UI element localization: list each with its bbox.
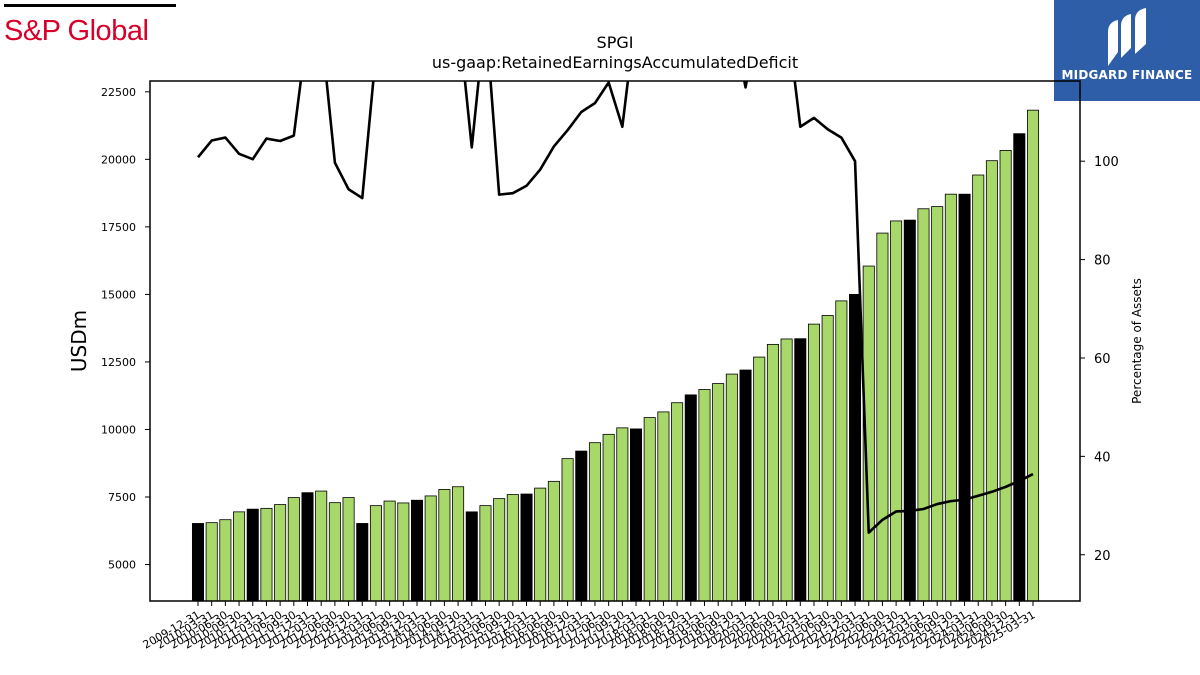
bar-2009-12-31 — [191, 523, 205, 602]
logo-rule — [4, 4, 176, 7]
bar-2013-09-30 — [397, 502, 410, 602]
bar-2023-09-30 — [944, 193, 957, 602]
y-tick-label: 5000 — [108, 559, 136, 572]
bar-2021-03-31 — [807, 323, 820, 602]
bar-2019-06-30 — [712, 383, 725, 602]
bar-2013-12-31 — [410, 499, 424, 602]
bar-2021-12-31 — [849, 293, 862, 602]
bar-2015-09-30 — [506, 494, 519, 602]
axes: 5000 7500 10000 12500 15000 17500 20000 22500 20… — [101, 80, 1119, 652]
y-tick-label: 17500 — [101, 221, 136, 234]
bar-2010-06-30 — [219, 519, 232, 602]
bar-2018-09-30 — [671, 402, 684, 602]
bar-2018-12-31 — [684, 394, 697, 602]
bar-2022-06-30 — [876, 232, 889, 602]
bar-2016-03-31 — [534, 487, 547, 602]
bar-2024-09-30 — [999, 150, 1012, 602]
bar-2019-12-31 — [739, 369, 752, 602]
bar-2024-12-31 — [1013, 133, 1026, 602]
bar-2016-09-30 — [561, 458, 574, 602]
bar-2018-03-31 — [643, 417, 656, 602]
bar-2012-03-31 — [315, 490, 328, 602]
y-tick-label: 12500 — [101, 356, 136, 369]
midgard-finance-name: MIDGARD FINANCE — [1061, 68, 1193, 82]
bar-2018-06-30 — [657, 411, 670, 602]
bar-2015-06-30 — [493, 498, 506, 602]
bar-2010-12-31 — [246, 508, 259, 602]
bar-2014-12-31 — [465, 511, 478, 602]
bar-2024-06-30 — [985, 160, 998, 602]
bar-2012-06-30 — [328, 502, 341, 602]
y-tick-label: 22500 — [101, 86, 136, 99]
bar-2022-09-30 — [890, 220, 903, 602]
chart-subtitle: us-gaap:RetainedEarningsAccumulatedDefic… — [432, 53, 798, 72]
bar-2020-03-31 — [753, 356, 766, 602]
y-axis-label: USDm — [67, 310, 91, 372]
y-tick-label: 15000 — [101, 288, 136, 301]
bar-2014-09-30 — [452, 486, 465, 602]
y2-tick-label: 100 — [1094, 155, 1119, 170]
y2-tick-label: 60 — [1094, 352, 1111, 367]
pct-assets-line — [196, 81, 1034, 534]
bar-2017-03-31 — [588, 442, 601, 602]
y2-tick-label: 20 — [1094, 549, 1111, 564]
bar-2023-06-30 — [931, 206, 944, 602]
bar-2017-09-30 — [616, 427, 629, 602]
plot-frame — [149, 80, 1081, 602]
bar-2021-06-30 — [821, 315, 834, 602]
bar-2015-12-31 — [520, 493, 533, 602]
line-series — [196, 81, 1034, 534]
bar-2011-09-30 — [287, 497, 300, 602]
y-tick-label: 10000 — [101, 423, 136, 436]
midgard-finance-logo: MIDGARD FINANCE — [1054, 0, 1200, 101]
bar-2022-12-31 — [903, 219, 916, 602]
bar-2020-12-31 — [794, 338, 807, 602]
bar-2011-06-30 — [274, 504, 287, 602]
bar-2019-09-30 — [725, 373, 738, 602]
bar-2019-03-31 — [698, 389, 711, 602]
bar-2023-12-31 — [958, 193, 971, 602]
bar-2010-09-30 — [233, 511, 246, 602]
y2-axis-label: Percentage of Assets — [1130, 278, 1144, 404]
bar-2011-03-31 — [260, 507, 273, 602]
bar-2013-06-30 — [383, 500, 396, 602]
y2-tick-label: 80 — [1094, 254, 1111, 269]
bar-2011-12-31 — [301, 492, 314, 602]
bar-2016-12-31 — [575, 450, 588, 602]
bar-2012-09-30 — [342, 497, 355, 602]
bar-2013-03-31 — [369, 505, 382, 602]
sp-global-logo: S&P Global — [4, 4, 178, 48]
midgard-emblem-icon — [1108, 8, 1146, 66]
bar-2014-03-31 — [424, 495, 437, 602]
bar-2017-06-30 — [602, 433, 615, 602]
bar-2021-09-30 — [835, 300, 848, 602]
bar-2017-12-31 — [630, 428, 643, 602]
bar-2020-06-30 — [766, 343, 779, 602]
bar-2023-03-31 — [917, 208, 930, 602]
bar-2010-03-31 — [205, 522, 218, 602]
bar-series — [191, 109, 1040, 602]
chart-title: SPGI — [597, 33, 634, 52]
bar-2025-03-31 — [1026, 109, 1040, 602]
bar-2015-03-31 — [479, 505, 492, 602]
sp-global-logo-text: S&P Global — [4, 15, 149, 47]
y-tick-label: 20000 — [101, 153, 136, 166]
bar-2016-06-30 — [547, 480, 560, 602]
bar-2014-06-30 — [438, 489, 451, 602]
y-tick-label: 7500 — [108, 491, 136, 504]
bar-2024-03-31 — [972, 174, 985, 602]
bar-2012-12-31 — [356, 523, 369, 602]
bar-2020-09-30 — [780, 338, 793, 602]
y2-tick-label: 40 — [1094, 450, 1111, 465]
